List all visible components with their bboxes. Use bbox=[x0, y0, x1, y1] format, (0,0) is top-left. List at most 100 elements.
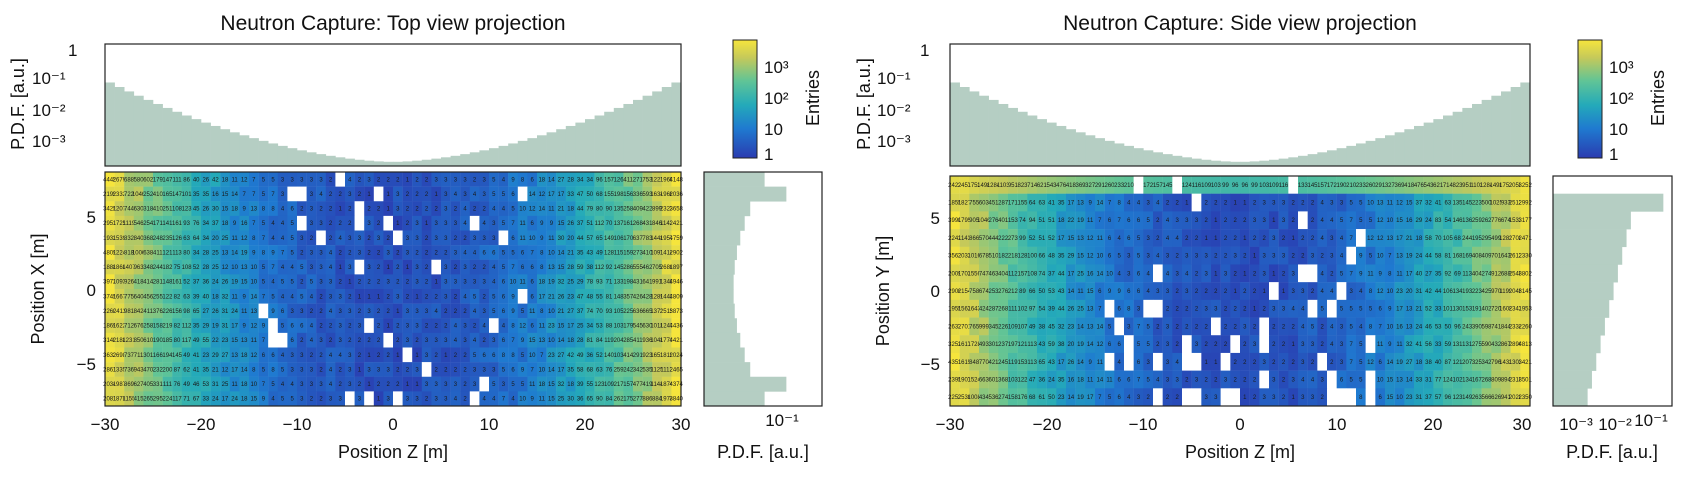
heatmap-cell bbox=[623, 289, 634, 304]
heatmap-cell bbox=[143, 186, 154, 202]
heatmap-cell bbox=[661, 172, 672, 187]
cell-count: 193 bbox=[1462, 289, 1473, 295]
heatmap-cell bbox=[1375, 176, 1386, 194]
heatmap-cell bbox=[1443, 370, 1453, 389]
heatmap-cell bbox=[1008, 370, 1018, 389]
cell-count: 9 bbox=[531, 397, 535, 403]
cell-count: 2 bbox=[358, 192, 362, 198]
heatmap-cell bbox=[210, 245, 221, 260]
cell-count: 171 bbox=[153, 221, 164, 227]
cell-count: 3252 bbox=[948, 342, 962, 348]
heatmap-cell bbox=[1095, 317, 1105, 336]
heatmap-cell bbox=[1298, 264, 1308, 283]
cell-count: 7 bbox=[1378, 324, 1382, 330]
cell-count: 1617 bbox=[958, 342, 972, 348]
heatmap-cell bbox=[1008, 193, 1018, 212]
cell-count: 776 bbox=[1491, 218, 1502, 224]
heatmap-cell bbox=[1056, 282, 1067, 301]
cell-count: 98 bbox=[183, 309, 190, 315]
cell-count: 4 bbox=[291, 265, 295, 271]
cell-count: 10 bbox=[548, 309, 555, 315]
cell-count: 3 bbox=[406, 250, 410, 256]
heatmap-cell bbox=[258, 362, 269, 377]
heatmap-cell bbox=[1124, 335, 1134, 354]
heatmap-cell bbox=[153, 289, 163, 304]
heatmap-cell bbox=[623, 172, 634, 187]
cell-count: 419 bbox=[642, 382, 653, 388]
cell-count: 4 bbox=[1137, 201, 1141, 207]
histogram-bar bbox=[594, 115, 605, 166]
cell-count: 1093 bbox=[113, 280, 127, 286]
heatmap-cell bbox=[988, 388, 999, 407]
heatmap-cell bbox=[585, 259, 595, 275]
cell-count: 5 bbox=[502, 250, 506, 256]
heatmap-cell bbox=[1510, 211, 1521, 230]
heatmap-cell bbox=[594, 318, 605, 334]
cell-count: 4 bbox=[1359, 324, 1363, 330]
heatmap-cell bbox=[546, 376, 557, 392]
cell-count: 123 bbox=[182, 207, 193, 213]
cell-count: 133 bbox=[1298, 183, 1309, 189]
cell-count: 13 bbox=[1077, 236, 1084, 242]
heatmap-cell bbox=[1124, 299, 1134, 318]
cell-count: 6 bbox=[281, 309, 285, 315]
histogram-bar bbox=[1553, 299, 1610, 318]
cell-count: 3 bbox=[1272, 377, 1276, 383]
cell-count: 5 bbox=[492, 192, 496, 198]
cell-count: 4 bbox=[1291, 307, 1295, 313]
heatmap-cell bbox=[1520, 229, 1531, 247]
heatmap-cell bbox=[1414, 299, 1424, 318]
cell-count: 1 bbox=[435, 280, 439, 286]
cell-count: 66 bbox=[1038, 254, 1045, 260]
cell-count: 10 bbox=[529, 236, 536, 242]
cell-count: 428 bbox=[642, 294, 653, 300]
heatmap-cell bbox=[393, 376, 403, 392]
heatmap-cell bbox=[105, 186, 115, 202]
cell-count: 24 bbox=[1415, 324, 1422, 330]
cell-count: 325 bbox=[1472, 360, 1483, 366]
cell-count: 4 bbox=[463, 294, 467, 300]
heatmap-cell bbox=[469, 391, 480, 407]
cell-count: 5 bbox=[1320, 307, 1324, 313]
heatmap-cell bbox=[469, 274, 480, 290]
heatmap-cell bbox=[633, 215, 643, 231]
cell-count: 13 bbox=[1087, 324, 1094, 330]
heatmap-cell bbox=[1143, 176, 1154, 194]
cell-count: 5 bbox=[262, 192, 266, 198]
heatmap-cell bbox=[162, 186, 173, 202]
histogram-bar bbox=[1037, 119, 1047, 166]
heatmap-cell bbox=[201, 186, 211, 202]
heatmap-cell bbox=[671, 332, 682, 348]
heatmap-cell bbox=[585, 289, 595, 304]
chart-title: Neutron Capture: Side view projection bbox=[1063, 12, 1417, 35]
heatmap-cell bbox=[239, 376, 250, 392]
cell-count: 157 bbox=[604, 177, 615, 183]
heatmap-cell bbox=[1162, 352, 1173, 371]
heatmap-cell bbox=[1143, 299, 1154, 318]
histogram-bar bbox=[172, 111, 183, 166]
cell-count: 3 bbox=[1262, 254, 1266, 260]
heatmap-cell bbox=[229, 172, 240, 187]
histogram-bar bbox=[1124, 145, 1134, 166]
heatmap-cell bbox=[402, 274, 413, 290]
heatmap-cell bbox=[489, 332, 499, 348]
cell-count: 2 bbox=[425, 294, 429, 300]
cell-count: 14 bbox=[1087, 342, 1094, 348]
cell-count: 5 bbox=[492, 309, 496, 315]
cell-count: 93 bbox=[596, 280, 603, 286]
heatmap-cell bbox=[210, 230, 221, 246]
heatmap-cell bbox=[153, 318, 163, 334]
cell-count: 41 bbox=[193, 353, 200, 359]
cell-count: 14 bbox=[538, 207, 545, 213]
cell-count: 580 bbox=[134, 177, 145, 183]
heatmap-cell bbox=[1153, 317, 1163, 336]
heatmap-cell bbox=[1443, 352, 1453, 371]
cell-count: 6 bbox=[502, 294, 506, 300]
heatmap-cell bbox=[105, 259, 115, 275]
cell-count: 2 bbox=[435, 294, 439, 300]
heatmap-cell bbox=[1114, 335, 1125, 354]
heatmap-cell bbox=[1008, 282, 1018, 301]
cell-count: 176 bbox=[1017, 395, 1028, 401]
cell-count: 265 bbox=[143, 397, 154, 403]
cell-count: 12 bbox=[1377, 218, 1384, 224]
